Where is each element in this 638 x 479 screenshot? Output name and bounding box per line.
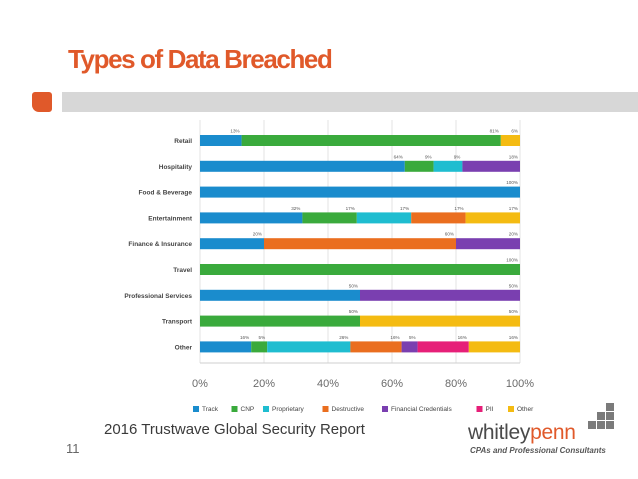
x-tick-label: 80% [445, 378, 467, 390]
bar-other-other [468, 341, 520, 353]
x-tick-label: 60% [381, 378, 403, 390]
category-label: Other [175, 344, 193, 351]
legend-label-pii: PII [486, 406, 494, 413]
data-label: 16% [240, 335, 249, 340]
data-label: 16% [390, 335, 399, 340]
bar-other-pii [417, 341, 469, 353]
category-label: Retail [174, 138, 192, 145]
bar-other-financial-credentials [401, 341, 418, 353]
accent-square [32, 92, 52, 112]
bar-entertainment-destructive [411, 212, 466, 224]
bar-retail-track [200, 135, 242, 146]
bar-retail-cnp [241, 135, 501, 146]
legend-swatch-proprietary [263, 406, 269, 412]
data-label: 64% [394, 154, 403, 159]
data-label: 5% [259, 335, 266, 340]
slide-title: Types of Data Breached [68, 44, 333, 74]
bar-hospitality-financial-credentials [462, 160, 520, 172]
legend-label-other: Other [517, 406, 534, 413]
bar-other-track [200, 341, 252, 353]
bar-other-destructive [350, 341, 402, 353]
x-tick-label: 100% [506, 378, 534, 390]
category-label: Professional Services [124, 293, 192, 300]
data-label: 9% [425, 154, 432, 159]
data-label: 50% [509, 283, 518, 288]
category-label: Travel [173, 267, 192, 274]
data-label: 32% [291, 206, 300, 211]
bar-finance-and-insurance-track [200, 238, 264, 250]
company-logo: whitleypenn CPAs and Professional Consul… [468, 403, 618, 463]
data-label: 17% [400, 206, 409, 211]
data-label: 81% [490, 129, 499, 134]
accent-bar [62, 92, 638, 112]
legend-label-financial-credentials: Financial Credentials [391, 406, 452, 413]
legend-swatch-financial-credentials [382, 406, 388, 412]
category-label: Transport [162, 319, 193, 326]
bar-finance-and-insurance-financial-credentials [456, 238, 520, 250]
data-label: 9% [454, 154, 461, 159]
data-label: 20% [253, 232, 262, 237]
bar-travel-cnp [200, 264, 520, 275]
legend-label-track: Track [202, 406, 219, 413]
data-label: 100% [506, 180, 518, 185]
legend-label-cnp: CNP [241, 406, 255, 413]
data-label: 13% [230, 129, 239, 134]
bar-entertainment-track [200, 212, 303, 224]
logo-squares-icon [588, 403, 618, 437]
bar-entertainment-other [465, 212, 520, 224]
logo-wordmark: whitleypenn [468, 421, 576, 445]
bar-transport-cnp [200, 315, 360, 327]
data-label: 5% [409, 335, 416, 340]
data-label: 18% [509, 154, 518, 159]
stacked-bar-chart: Retail 13% 81% 6% Hospitality 64% 9% 9% 18% Food … [124, 120, 534, 413]
bar-entertainment-cnp [302, 212, 357, 224]
data-label: 17% [509, 206, 518, 211]
data-label: 100% [506, 258, 518, 263]
bar-professional-services-track [200, 289, 360, 301]
legend-swatch-track [193, 406, 199, 412]
data-label: 16% [509, 335, 518, 340]
data-label: 50% [509, 309, 518, 314]
legend-label-destructive: Destructive [332, 406, 365, 413]
data-label: 26% [339, 335, 348, 340]
logo-wordmark-suffix: penn [530, 421, 576, 444]
logo-wordmark-prefix: whitley [468, 421, 531, 444]
bar-other-proprietary [267, 341, 351, 353]
bar-hospitality-proprietary [433, 160, 463, 172]
bar-finance-and-insurance-destructive [264, 238, 456, 250]
x-tick-label: 40% [317, 378, 339, 390]
bar-transport-other [360, 315, 520, 327]
legend-label-proprietary: Proprietary [272, 406, 305, 413]
category-label: Food & Beverage [139, 190, 193, 197]
data-label: 16% [458, 335, 467, 340]
bar-retail-other [500, 135, 520, 146]
data-label: 17% [346, 206, 355, 211]
bar-other-cnp [251, 341, 268, 353]
x-tick-label: 0% [192, 378, 208, 390]
x-tick-label: 20% [253, 378, 275, 390]
legend-swatch-pii [476, 406, 483, 412]
bar-professional-services-financial-credentials [360, 289, 520, 301]
data-label: 50% [349, 283, 358, 288]
bar-hospitality-cnp [404, 160, 434, 172]
legend-swatch-other [508, 406, 514, 412]
data-label: 20% [509, 232, 518, 237]
legend-swatch-cnp [231, 406, 238, 412]
source-citation: 2016 Trustwave Global Security Report [104, 421, 365, 438]
data-label: 6% [511, 129, 518, 134]
data-label: 50% [349, 309, 358, 314]
logo-tagline: CPAs and Professional Consultants [470, 446, 606, 455]
bar-entertainment-proprietary [356, 212, 412, 224]
data-label: 60% [445, 232, 454, 237]
category-label: Entertainment [148, 215, 193, 222]
bar-hospitality-track [200, 160, 405, 172]
page-number: 11 [66, 441, 80, 456]
bar-food-and-beverage-track [200, 186, 520, 198]
category-label: Hospitality [159, 164, 193, 171]
category-label: Finance & Insurance [128, 241, 192, 248]
legend-swatch-destructive [322, 406, 329, 412]
data-label: 17% [454, 206, 463, 211]
